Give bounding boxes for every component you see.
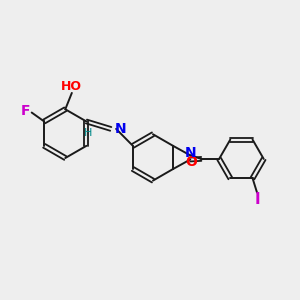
Text: N: N (115, 122, 126, 136)
Text: O: O (185, 155, 197, 169)
Text: I: I (254, 191, 260, 206)
Text: HO: HO (61, 80, 82, 93)
Text: H: H (84, 128, 92, 138)
Text: N: N (185, 146, 197, 160)
Text: F: F (20, 104, 30, 118)
